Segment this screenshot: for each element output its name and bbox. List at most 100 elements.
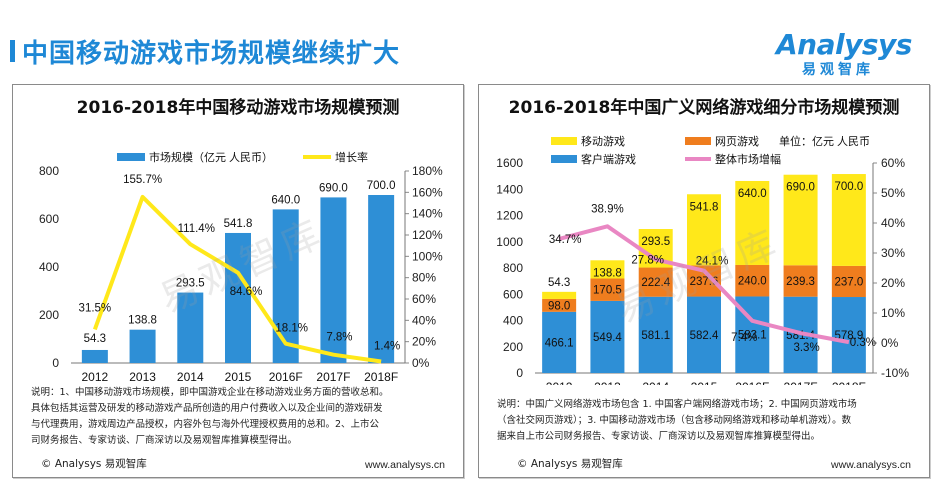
right-chart-notes: 说明：中国广义网络游戏市场包含 1. 中国客户端网络游戏市场；2. 中国网页游戏… <box>497 397 917 445</box>
y2-tick-label: 120% <box>412 228 443 242</box>
segment-value-label: 54.3 <box>548 277 570 289</box>
note-line: 具体包括其运营及研发的移动游戏产品所创造的用户付费收入以及企业间的游戏研发 <box>31 403 383 414</box>
page-title: 中国移动游戏市场规模继续扩大 <box>22 39 401 69</box>
growth-value-label: 38.9% <box>591 203 624 215</box>
stacked-bar-segment <box>542 311 577 373</box>
note-line: 说明：1、中国移动游戏市场规模，即中国游戏企业在移动游戏业务方面的营收总和。 <box>31 387 389 398</box>
segment-value-label: 138.8 <box>593 267 622 279</box>
x-tick-label: 2015 <box>225 370 252 384</box>
stacked-bar-segment <box>783 174 818 266</box>
bar-value-label: 138.8 <box>128 315 157 327</box>
stacked-bar-segment <box>687 296 721 373</box>
segment-value-label: 640.0 <box>738 188 767 200</box>
y-tick-label: 200 <box>39 308 59 322</box>
y2-tick-label: 80% <box>412 271 436 285</box>
y2-tick-label: 10% <box>881 306 905 320</box>
y-tick-label: 800 <box>39 164 59 178</box>
y2-tick-label: 0% <box>412 356 430 370</box>
x-tick-label: 2017F <box>784 380 818 385</box>
growth-value-label: 84.6% <box>230 286 263 298</box>
growth-value-label: 155.7% <box>123 174 162 186</box>
x-tick-label: 2014 <box>642 380 669 385</box>
bar-market-size <box>177 292 204 363</box>
bar-value-label: 700.0 <box>367 180 396 192</box>
website-url: www.analysys.cn <box>831 459 911 471</box>
bar-value-label: 690.0 <box>319 182 348 194</box>
y2-tick-label: 30% <box>881 246 905 260</box>
growth-value-label: 24.1% <box>696 256 729 268</box>
right-chart-panel: 2016-2018年中国广义网络游戏细分市场规模预测 移动游戏 网页游戏 单位：亿元… <box>478 84 930 478</box>
bar-value-label: 541.8 <box>224 218 253 230</box>
stacked-bar-segment <box>831 174 866 266</box>
segment-value-label: 549.4 <box>593 332 622 344</box>
x-tick-label: 2013 <box>129 370 156 384</box>
stacked-bar-segment <box>590 260 625 279</box>
stacked-bar-segment <box>590 278 625 301</box>
stacked-bar-segment <box>783 265 818 297</box>
y2-tick-label: 0% <box>881 336 899 350</box>
logo-subtitle: 易观智库 <box>802 62 874 78</box>
bar-market-size <box>320 197 347 363</box>
y2-tick-label: 60% <box>412 292 436 306</box>
bar-market-size <box>272 209 299 363</box>
y-tick-label: 800 <box>503 261 523 275</box>
y-tick-label: 1600 <box>496 156 523 170</box>
y-tick-label: 600 <box>503 287 523 301</box>
x-tick-label: 2016F <box>269 370 303 384</box>
x-tick-label: 2012 <box>546 380 573 385</box>
bar-value-label: 293.5 <box>176 278 205 290</box>
growth-value-label: 3.3% <box>793 342 819 354</box>
total-growth-line <box>558 224 850 345</box>
y-tick-label: 0 <box>52 356 59 370</box>
y-tick-label: 1200 <box>496 209 523 223</box>
segment-value-label: 583.1 <box>738 330 767 342</box>
growth-value-label: 1.4% <box>374 341 400 353</box>
stacked-bar-segment <box>638 296 673 373</box>
y2-tick-label: 20% <box>412 335 436 349</box>
legend-label-growth: 增长率 <box>335 150 368 164</box>
y-tick-label: 400 <box>503 314 523 328</box>
stacked-bar-segment <box>831 297 866 373</box>
analysys-logo: Analysys 易观智库 <box>776 26 926 78</box>
stacked-bar-segment <box>590 300 625 373</box>
y-tick-label: 1000 <box>496 235 523 249</box>
y2-tick-label: 50% <box>881 186 905 200</box>
bar-value-label: 54.3 <box>84 333 106 345</box>
left-chart-notes: 说明：1、中国移动游戏市场规模，即中国游戏企业在移动游戏业务方面的营收总和。 具… <box>31 385 451 449</box>
segment-value-label: 239.3 <box>786 276 815 288</box>
segment-value-label: 237.0 <box>834 276 863 288</box>
left-chart-panel: 2016-2018年中国移动游戏市场规模预测 市场规模（亿元 人民币） 增长率 0 2… <box>12 84 464 478</box>
stacked-bar-segment <box>831 265 866 298</box>
y2-tick-label: 100% <box>412 249 443 263</box>
x-tick-label: 2018F <box>832 380 866 385</box>
y2-tick-label: 160% <box>412 185 443 199</box>
y2-tick-label: 20% <box>881 276 905 290</box>
legend-swatch-market-size <box>117 153 145 161</box>
growth-value-label: 18.1% <box>275 323 308 335</box>
stacked-bar-segment <box>542 291 577 299</box>
y-tick-label: 400 <box>39 260 59 274</box>
y-tick-label: 200 <box>503 340 523 354</box>
growth-value-label: 34.7% <box>549 234 582 246</box>
y2-tick-label: -10% <box>881 366 909 380</box>
y2-tick-label: 180% <box>412 164 443 178</box>
segment-value-label: 170.5 <box>593 285 622 297</box>
y2-tick-label: 40% <box>412 313 436 327</box>
note-line: 司财务报告、专家访谈、厂商深访以及易观智库推算模型得出。 <box>31 435 298 446</box>
legend-swatch-client <box>551 155 577 163</box>
segment-value-label: 541.8 <box>690 201 719 213</box>
stacked-bar-segment <box>687 194 721 266</box>
legend-swatch-mobile <box>551 137 577 145</box>
note-line: 与代理费用，游戏周边产品授权，内容外包与海外代理授权费用的总和。2、上市公 <box>31 419 380 430</box>
logo-wordmark: Analysys <box>776 28 912 61</box>
right-chart-title: 2016-2018年中国广义网络游戏细分市场规模预测 <box>508 98 900 118</box>
stacked-bar-segment <box>638 267 673 297</box>
y2-tick-label: 140% <box>412 207 443 221</box>
segment-value-label: 690.0 <box>786 182 815 194</box>
stacked-bar-segment <box>542 298 577 312</box>
growth-value-label: 7.8% <box>326 332 352 344</box>
legend-label-market-size: 市场规模（亿元 人民币） <box>149 150 273 164</box>
segment-value-label: 222.4 <box>641 277 670 289</box>
y2-tick-label: 60% <box>881 156 905 170</box>
segment-value-label: 240.0 <box>738 276 767 288</box>
